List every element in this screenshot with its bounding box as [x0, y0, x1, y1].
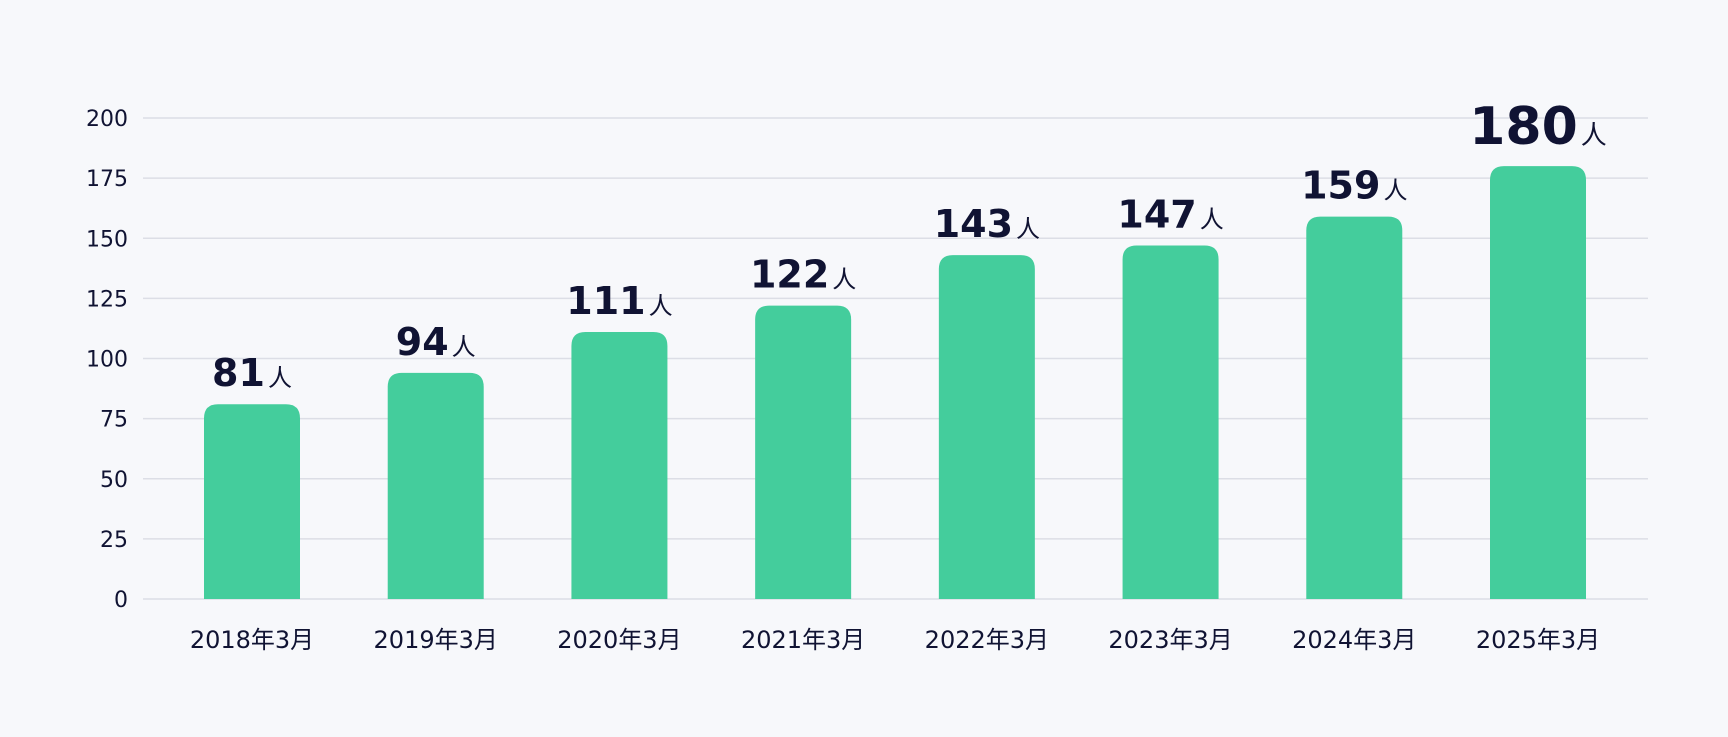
bar-value-number: 159: [1301, 164, 1380, 208]
bars: [204, 166, 1586, 600]
bar-value-unit: 人: [452, 333, 476, 361]
bar: [571, 332, 668, 599]
bar-value-number: 143: [934, 202, 1013, 246]
x-category-label: 2020年3月: [557, 626, 681, 654]
y-tick-label: 150: [86, 227, 128, 252]
y-axis-ticks: 0 25 50 75 100 125 150 175 200: [86, 107, 128, 613]
bar: [387, 372, 484, 599]
y-tick-label: 100: [86, 348, 128, 373]
bar-value-label: 180 人: [1469, 97, 1607, 157]
grid-layer: [143, 117, 1648, 600]
x-category-label: 2023年3月: [1108, 626, 1232, 654]
bar-value-unit: 人: [1016, 215, 1040, 243]
x-category-label: 2025年3月: [1476, 626, 1600, 654]
y-tick-label: 200: [86, 107, 128, 132]
bar-value-label: 111 人: [566, 279, 672, 323]
bar: [1490, 166, 1586, 599]
bar-value-number: 111: [566, 279, 645, 323]
bar-value-number: 81: [212, 351, 265, 395]
bar-value-label: 94 人: [396, 320, 476, 364]
bar-value-number: 94: [396, 320, 449, 364]
x-category-label: 2019年3月: [374, 626, 498, 654]
y-tick-label: 25: [100, 528, 128, 553]
x-axis-categories: 2018年3月 2019年3月 2020年3月 2021年3月 2022年3月 2023年…: [190, 626, 1600, 654]
bar-value-unit: 人: [1581, 121, 1607, 151]
bar-value-label: 122 人: [750, 253, 856, 297]
bar: [938, 255, 1035, 599]
x-category-label: 2021年3月: [741, 626, 865, 654]
bar-value-label: 159 人: [1301, 164, 1407, 208]
bar: [204, 404, 300, 599]
bar-value-number: 122: [750, 253, 829, 297]
bar: [755, 305, 852, 599]
bar-value-unit: 人: [649, 292, 673, 320]
bar-value-unit: 人: [832, 266, 856, 294]
bar: [1306, 216, 1403, 600]
x-category-label: 2018年3月: [190, 626, 314, 654]
y-tick-label: 125: [86, 287, 128, 312]
bar-value-number: 180: [1469, 97, 1578, 157]
bar-value-label: 81 人: [212, 351, 292, 395]
bar-value-number: 147: [1117, 192, 1196, 236]
x-category-label: 2024年3月: [1292, 626, 1416, 654]
bar-value-label: 147 人: [1117, 192, 1223, 236]
bar-value-unit: 人: [1200, 205, 1224, 233]
bar-value-unit: 人: [1383, 177, 1407, 205]
x-category-label: 2022年3月: [925, 626, 1049, 654]
y-tick-label: 50: [100, 468, 128, 493]
y-tick-label: 175: [86, 167, 128, 192]
bar-value-label: 143 人: [934, 202, 1040, 246]
y-tick-label: 75: [100, 408, 128, 433]
y-tick-label: 0: [114, 588, 128, 613]
bar-value-unit: 人: [268, 364, 292, 392]
bar: [1122, 245, 1219, 599]
